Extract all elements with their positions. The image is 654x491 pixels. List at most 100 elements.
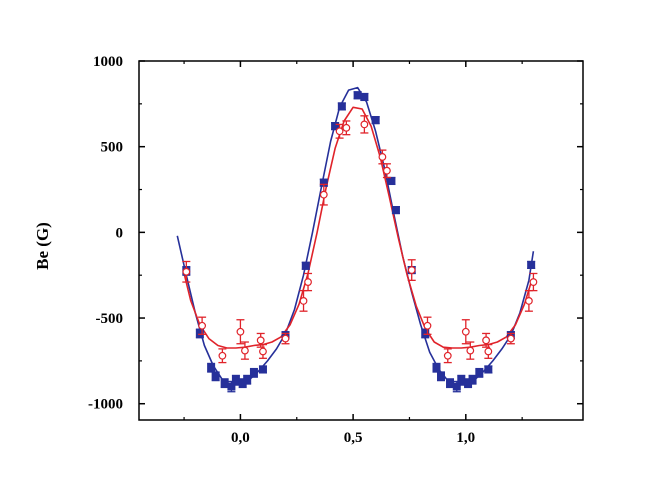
data-point-series-1 xyxy=(432,362,441,373)
data-point-series-2 xyxy=(182,260,191,283)
circle-marker xyxy=(256,336,265,345)
y-tick-label: -500 xyxy=(96,311,124,327)
y-tick-label: -1000 xyxy=(88,397,123,413)
data-point-series-1 xyxy=(243,374,252,385)
square-marker xyxy=(220,379,229,388)
data-point-series-1 xyxy=(360,92,369,102)
square-marker xyxy=(421,329,430,338)
axis-ticks: 1000 500 0 -500 -1000 0,0 0,5 1,0 xyxy=(88,54,583,446)
circle-marker xyxy=(241,346,249,355)
square-marker xyxy=(195,329,204,338)
data-point-series-1 xyxy=(371,116,380,125)
data-point-series-1 xyxy=(211,371,220,382)
circle-marker xyxy=(299,297,308,305)
data-point-series-1 xyxy=(437,371,446,382)
square-marker xyxy=(353,91,362,100)
circle-marker xyxy=(461,327,470,336)
circle-marker xyxy=(182,267,191,276)
y-tick-label: 500 xyxy=(101,140,124,156)
data-point-series-1 xyxy=(391,206,400,215)
circle-marker xyxy=(342,123,351,132)
data-point-series-1 xyxy=(301,261,310,270)
circle-marker xyxy=(484,347,493,356)
data-point-series-2 xyxy=(240,341,249,360)
square-marker xyxy=(231,375,240,384)
square-marker xyxy=(452,382,461,391)
square-marker xyxy=(207,363,216,372)
square-marker xyxy=(331,122,340,131)
square-marker xyxy=(527,260,536,269)
square-marker xyxy=(437,372,446,381)
data-point-series-1 xyxy=(195,328,204,339)
circle-marker xyxy=(281,334,290,343)
data-point-series-2 xyxy=(319,183,328,206)
square-marker xyxy=(337,102,346,111)
square-marker xyxy=(227,382,236,391)
data-point-series-2 xyxy=(423,316,432,335)
data-point-series-1 xyxy=(475,367,484,378)
data-point-series-1 xyxy=(484,365,493,374)
square-marker xyxy=(387,176,396,185)
data-points xyxy=(182,91,538,393)
circle-marker xyxy=(304,278,312,286)
circle-marker xyxy=(218,351,227,360)
y-axis-title: Be (G) xyxy=(33,222,52,270)
square-marker xyxy=(457,375,466,384)
data-point-series-2 xyxy=(281,332,290,345)
circle-marker xyxy=(529,278,538,286)
fit-curve-series-1 xyxy=(176,86,535,386)
fit-curve-series-2 xyxy=(183,106,532,349)
circle-marker xyxy=(236,327,245,336)
y-tick-label: 0 xyxy=(116,225,124,241)
x-tick-label: 0,0 xyxy=(231,430,250,446)
circle-marker xyxy=(360,120,369,129)
square-marker xyxy=(468,375,477,384)
circle-marker xyxy=(423,321,432,330)
circle-marker xyxy=(466,346,475,355)
data-point-series-1 xyxy=(337,102,346,111)
data-point-series-2 xyxy=(524,289,533,312)
data-point-series-2 xyxy=(304,272,313,292)
data-point-series-2 xyxy=(218,348,227,364)
circle-marker xyxy=(259,347,267,356)
circle-marker xyxy=(506,334,515,343)
square-marker xyxy=(249,368,258,377)
square-marker xyxy=(258,365,267,374)
data-point-series-1 xyxy=(258,365,267,374)
square-marker xyxy=(432,363,441,372)
x-tick-label: 1,0 xyxy=(456,430,475,446)
circle-marker xyxy=(378,153,387,161)
data-point-series-2 xyxy=(484,343,493,359)
data-point-series-2 xyxy=(342,120,351,136)
x-tick-label: 0,5 xyxy=(344,430,363,446)
data-point-series-1 xyxy=(207,362,216,373)
data-point-series-2 xyxy=(461,319,470,345)
square-marker xyxy=(446,379,455,388)
circle-marker xyxy=(407,266,416,274)
square-marker xyxy=(243,375,252,384)
data-point-series-1 xyxy=(464,378,473,389)
data-point-series-2 xyxy=(258,343,267,359)
circle-marker xyxy=(319,190,328,199)
data-point-series-1 xyxy=(249,367,258,378)
square-marker xyxy=(211,372,220,381)
data-point-series-2 xyxy=(506,332,515,345)
fit-curves xyxy=(176,86,535,386)
y-tick-label: 1000 xyxy=(93,54,123,70)
circle-marker xyxy=(482,336,490,345)
data-point-series-2 xyxy=(529,272,538,292)
data-point-series-2 xyxy=(407,259,416,281)
data-point-series-1 xyxy=(452,380,461,393)
circle-marker xyxy=(443,351,452,360)
data-point-series-1 xyxy=(468,374,477,385)
data-point-series-2 xyxy=(236,319,245,345)
circle-marker xyxy=(198,321,207,330)
circle-marker xyxy=(525,297,533,305)
plot-frame xyxy=(138,60,584,421)
square-marker xyxy=(301,261,310,270)
data-point-series-2 xyxy=(335,123,344,139)
circle-marker xyxy=(383,166,391,175)
square-marker xyxy=(475,368,484,377)
